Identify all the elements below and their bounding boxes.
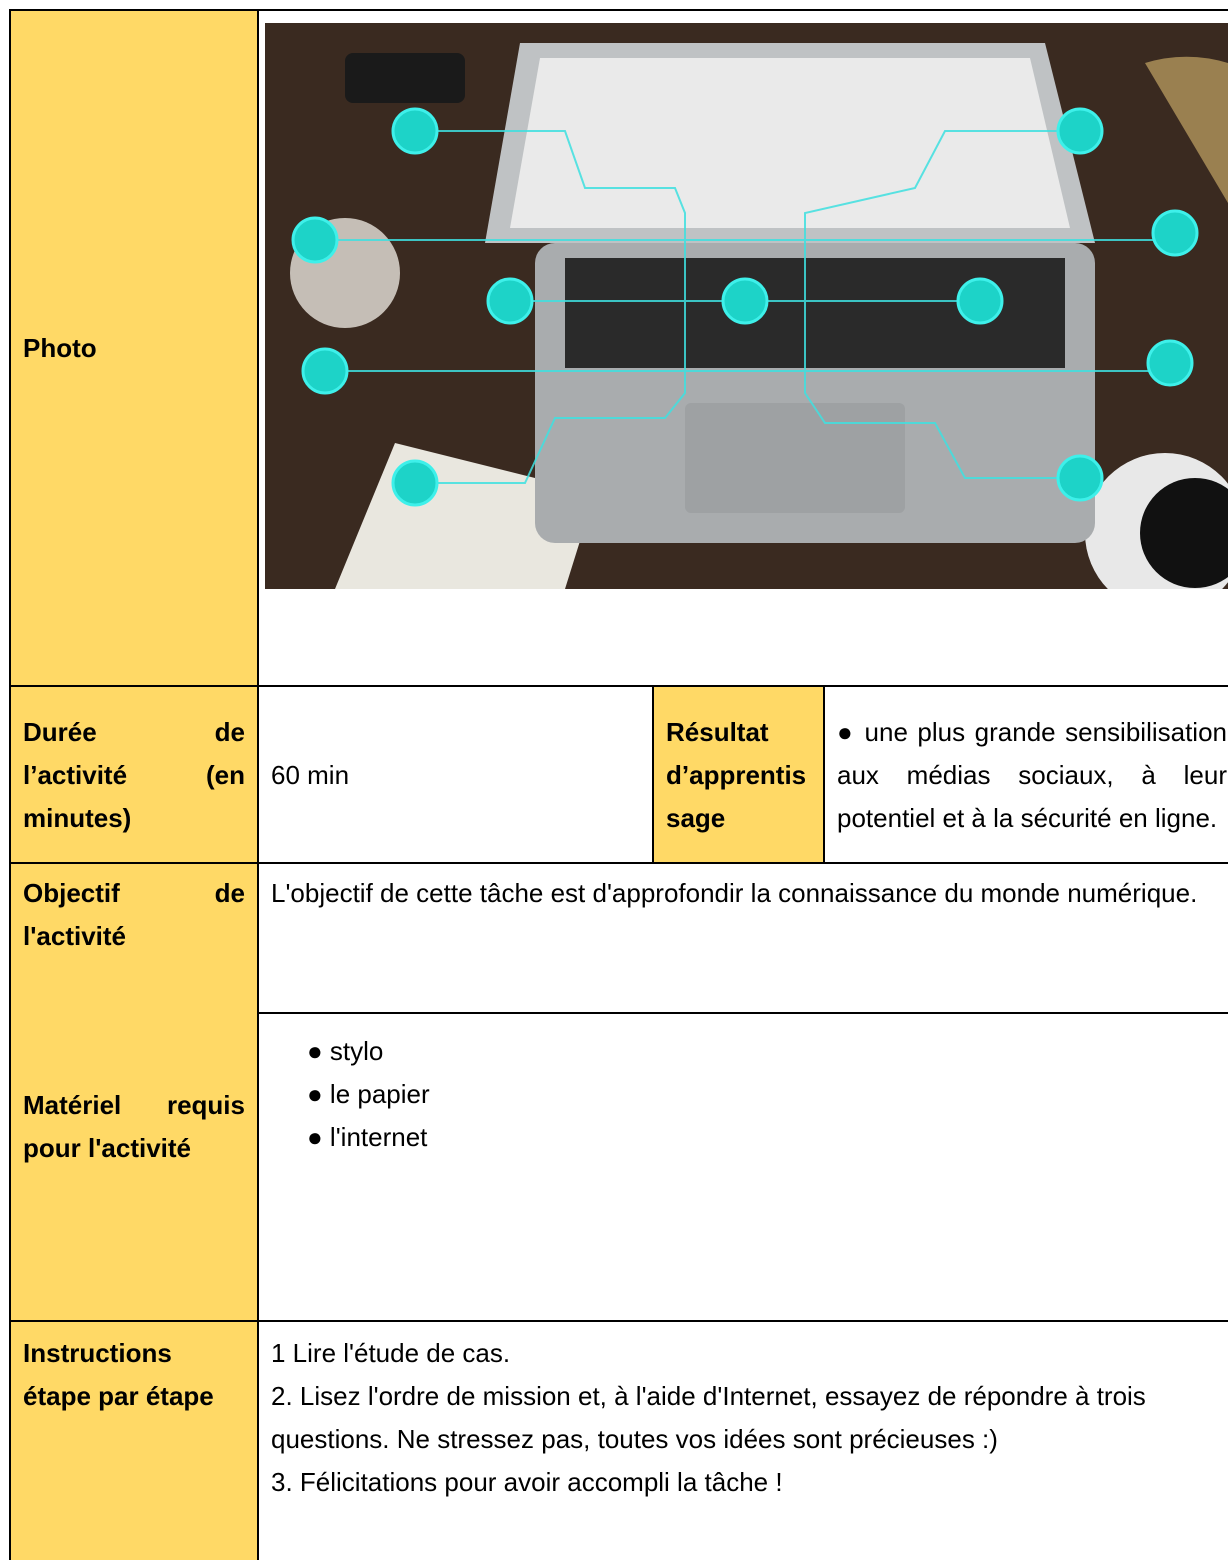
list-item: ● le papier	[307, 1079, 430, 1109]
label: Durée de l’activité (en minutes)	[23, 716, 245, 833]
label-cell: Instructions étape par étape	[9, 1320, 257, 1560]
label: Résultat d’apprentissage	[666, 716, 807, 833]
label: Objectif de l'activité	[23, 878, 245, 951]
list-item: ● l'internet	[307, 1122, 428, 1152]
step: 1 Lire l'étude de cas.	[271, 1338, 511, 1368]
list-cell: 1 Lire l'étude de cas. 2. Lisez l'ordre d…	[257, 1320, 1228, 1560]
list-cell: ● stylo ● le papier ● l'internet	[257, 1012, 1228, 1321]
value: ● une plus grande sensibilisation aux mé…	[837, 716, 1227, 833]
label-cell: Durée de l’activité (en minutes)	[9, 685, 257, 863]
label-cell: Résultat d’apprentissage	[652, 685, 824, 863]
label: Photo	[23, 333, 97, 363]
photo-cell	[257, 9, 1228, 686]
label-cell: Objectif de l'activité Matériel requis p…	[9, 862, 257, 1321]
label: Instructions étape par étape	[23, 1338, 214, 1411]
value-cell: L'objectif de cette tâche est d'approfon…	[257, 862, 1228, 1013]
value: L'objectif de cette tâche est d'approfon…	[271, 878, 1198, 908]
list-item: ● stylo	[307, 1036, 384, 1066]
value-cell: 60 min	[257, 685, 653, 863]
step: 2. Lisez l'ordre de mission et, à l'aide…	[271, 1381, 1146, 1454]
value-cell: ● une plus grande sensibilisation aux mé…	[823, 685, 1228, 863]
label: Matériel requis pour l'activité	[23, 1090, 245, 1163]
photo	[265, 23, 1228, 589]
step: 3. Félicitations pour avoir accompli la …	[271, 1467, 783, 1497]
label-cell: Photo	[9, 9, 257, 686]
value: 60 min	[271, 759, 350, 790]
